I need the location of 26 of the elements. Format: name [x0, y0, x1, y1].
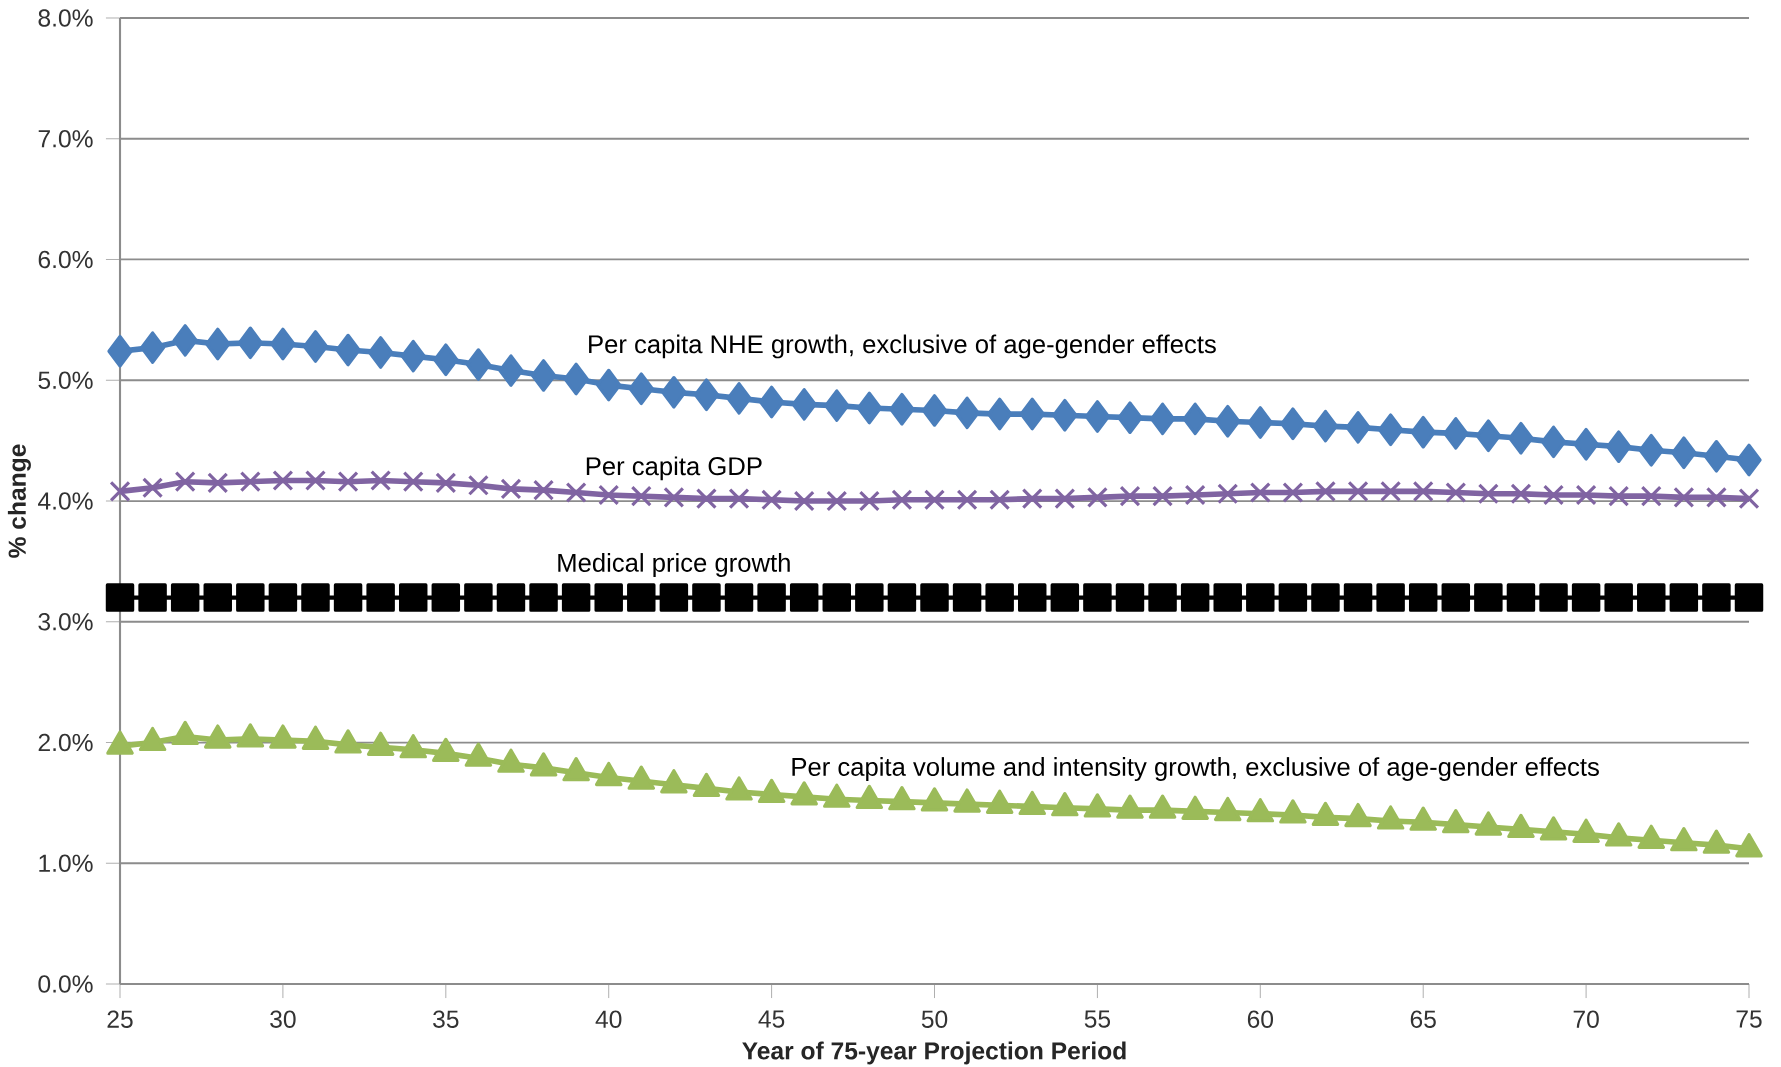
series-label: Medical price growth	[558, 553, 790, 577]
series-label: Per capita GDP	[586, 456, 762, 481]
x-tick-label: 40	[595, 1010, 622, 1028]
y-tick-label: 3.0%	[38, 613, 93, 631]
x-tick-label: 60	[1247, 1010, 1274, 1028]
y-axis-title: % change	[7, 444, 31, 558]
x-axis-title: Year of 75-year Projection Period	[742, 1041, 1126, 1065]
series-label: Per capita volume and intensity growth, exclusive of age-gender effects	[792, 757, 1599, 781]
y-tick-label: 6.0%	[38, 250, 93, 269]
x-tick-label: 55	[1084, 1010, 1111, 1028]
x-tick-label: 75	[1736, 1010, 1762, 1028]
x-tick-label: 45	[758, 1010, 785, 1028]
x-tick-label: 65	[1410, 1010, 1436, 1028]
x-tick-label: 50	[921, 1010, 948, 1028]
x-tick-label: 30	[270, 1010, 296, 1028]
y-tick-label: 4.0%	[38, 492, 93, 510]
y-tick-label: 1.0%	[39, 854, 93, 872]
x-tick-label: 70	[1573, 1010, 1599, 1028]
y-tick-label: 7.0%	[38, 130, 93, 148]
series-label: Per capita NHE growth, exclusive of age-gender effects	[589, 334, 1216, 359]
y-tick-label: 2.0%	[38, 733, 93, 752]
x-tick-label: 35	[433, 1010, 459, 1028]
y-tick-label: 8.0%	[38, 9, 93, 27]
y-tick-label: 5.0%	[38, 371, 93, 389]
y-tick-label: 0.0%	[38, 975, 93, 993]
x-tick-label: 25	[107, 1010, 133, 1028]
